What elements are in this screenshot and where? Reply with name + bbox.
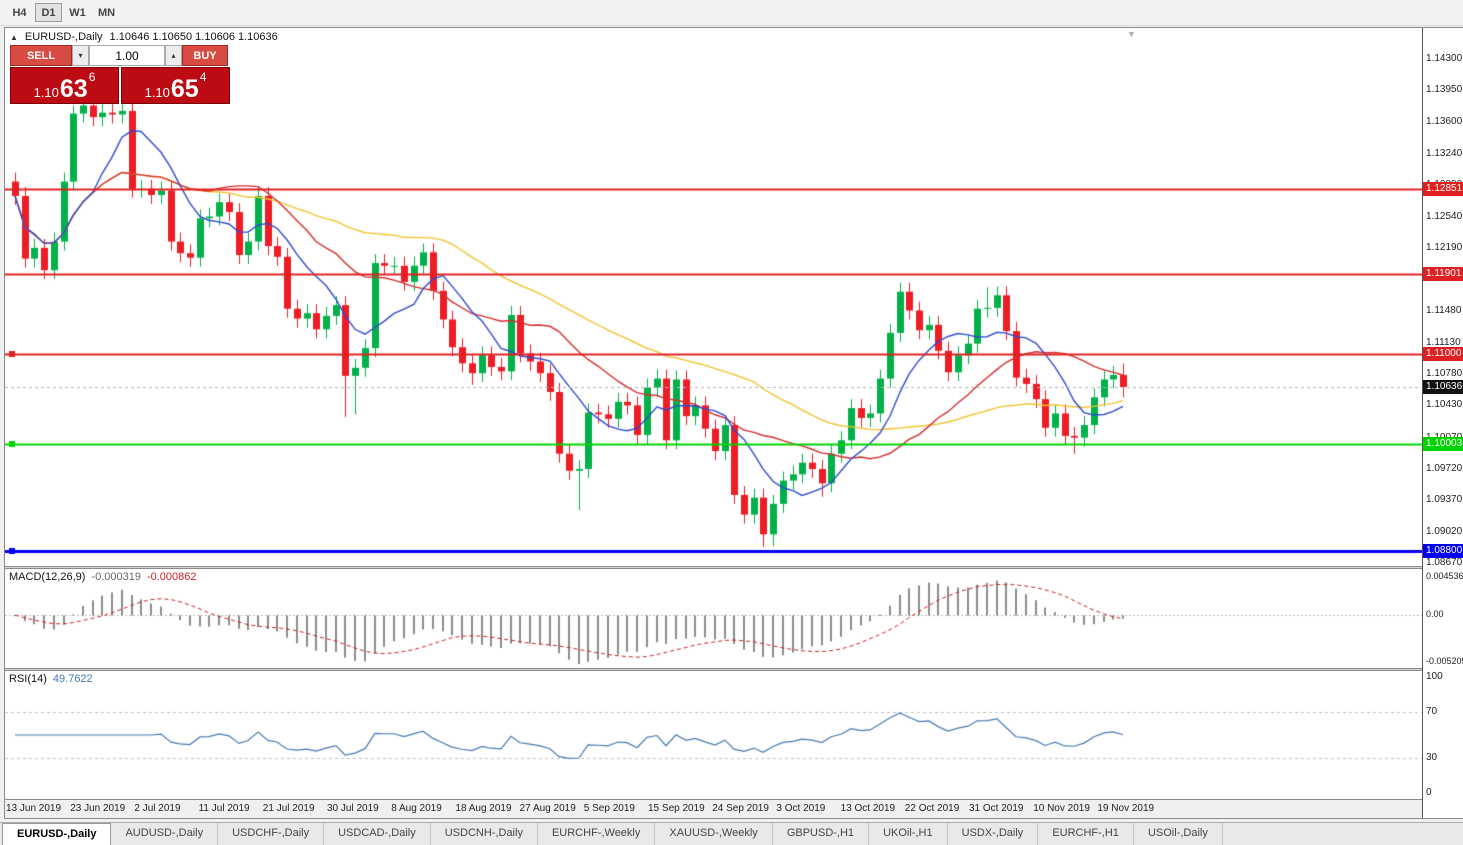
buy-price-display[interactable]: 1.10 65 4 (121, 67, 230, 104)
price-line-badge: 1.08800 (1423, 544, 1463, 559)
price-line-badge: 1.11901 (1423, 266, 1463, 281)
price-axis-label: 1.10780 (1426, 368, 1463, 380)
rsi-scale-label: 70 (1426, 705, 1438, 717)
lot-increase-button[interactable]: ▴ (165, 45, 182, 66)
pane-splitter[interactable] (5, 566, 1422, 569)
rsi-canvas[interactable] (5, 671, 1422, 799)
date-label: 13 Jun 2019 (6, 803, 62, 814)
price-axis[interactable]: 1.143001.139501.136001.132401.128901.125… (1422, 28, 1463, 818)
price-axis-label: 1.09720 (1426, 462, 1463, 474)
timeframe-h4-button[interactable]: H4 (6, 3, 33, 22)
date-label: 27 Aug 2019 (519, 803, 576, 814)
chart-tab[interactable]: USDCNH-,Daily (431, 823, 538, 845)
price-line-badge: 1.12851 (1423, 181, 1463, 196)
one-click-toggle-icon[interactable]: ▲ (10, 32, 18, 42)
date-label: 11 Jul 2019 (198, 803, 250, 814)
buy-price-base: 1.10 (144, 85, 170, 100)
price-axis-label: 1.10430 (1426, 399, 1463, 411)
chart-tab[interactable]: EURCHF-,H1 (1038, 823, 1134, 845)
date-label: 18 Aug 2019 (455, 803, 512, 814)
chart-tab[interactable]: XAUUSD-,Weekly (655, 823, 773, 845)
price-axis-label: 1.12540 (1426, 210, 1463, 222)
price-line-badge: 1.10003 (1423, 436, 1463, 451)
chart-title: ▲ EURUSD-,Daily 1.10646 1.10650 1.10606 … (10, 31, 278, 43)
price-axis-label: 1.11480 (1426, 305, 1462, 317)
price-line-badge: 1.11000 (1423, 347, 1463, 362)
date-label: 23 Jun 2019 (70, 803, 126, 814)
date-label: 21 Jul 2019 (262, 803, 315, 814)
main-chart-canvas[interactable] (5, 28, 1422, 566)
macd-scale-label: 0.0045361 (1426, 571, 1463, 581)
current-price-badge: 1.10636 (1423, 379, 1463, 394)
chart-tab[interactable]: USOil-,Daily (1134, 823, 1223, 845)
chart-tab[interactable]: USDCHF-,Daily (218, 823, 325, 845)
chart-tab[interactable]: EURUSD-,Daily (2, 823, 112, 845)
date-label: 22 Oct 2019 (904, 803, 960, 814)
timeframe-mn-button[interactable]: MN (93, 3, 120, 22)
macd-pane[interactable]: MACD(12,26,9) -0.000319 -0.000862 (5, 569, 1422, 668)
lot-size-input[interactable] (89, 45, 165, 66)
pane-splitter[interactable] (5, 668, 1422, 671)
chart-tab[interactable]: AUDUSD-,Daily (111, 823, 219, 845)
chart-tab[interactable]: EURCHF-,Weekly (538, 823, 656, 845)
rsi-scale-label: 30 (1426, 752, 1438, 764)
chart-ohlc-values: 1.10646 1.10650 1.10606 1.10636 (109, 31, 278, 43)
rsi-scale-label: 0 (1426, 787, 1432, 798)
sell-price-point: 6 (88, 70, 96, 84)
buy-price-point: 4 (199, 70, 207, 84)
price-axis-label: 1.08670 (1426, 556, 1463, 568)
date-label: 5 Sep 2019 (583, 803, 635, 814)
timeframe-d1-button[interactable]: D1 (35, 3, 62, 22)
chart-window: ▲ EURUSD-,Daily 1.10646 1.10650 1.10606 … (4, 27, 1463, 819)
date-label: 30 Jul 2019 (327, 803, 379, 814)
chart-tab-bar: EURUSD-,Daily AUDUSD-,Daily USDCHF-,Daily U… (0, 822, 1463, 845)
date-label: 19 Nov 2019 (1097, 803, 1155, 814)
sell-price-base: 1.10 (33, 85, 59, 100)
timeframe-w1-button[interactable]: W1 (64, 3, 91, 22)
price-axis-label: 1.14300 (1426, 52, 1463, 64)
price-axis-label: 1.13950 (1426, 84, 1463, 96)
sell-button[interactable]: SELL (10, 45, 72, 66)
main-chart-pane[interactable]: ▲ EURUSD-,Daily 1.10646 1.10650 1.10606 … (5, 28, 1422, 566)
price-axis-label: 1.09020 (1426, 525, 1463, 537)
price-axis-label: 1.13600 (1426, 115, 1463, 127)
sell-price-pips: 63 (59, 74, 88, 103)
date-axis[interactable]: 13 Jun 2019 23 Jun 2019 2 Jul 2019 11 Jul 2… (5, 799, 1422, 818)
macd-scale-label: -0.0052052 (1426, 656, 1463, 666)
order-type-dropdown[interactable]: ▾ (72, 45, 89, 66)
macd-canvas[interactable] (5, 569, 1422, 668)
buy-button[interactable]: BUY (182, 45, 228, 66)
price-axis-label: 1.13240 (1426, 147, 1463, 159)
date-label: 15 Sep 2019 (648, 803, 705, 814)
chart-shift-marker-icon: ▼ (1127, 29, 1136, 39)
rsi-pane[interactable]: RSI(14) 49.7622 (5, 671, 1422, 799)
date-label: 8 Aug 2019 (391, 803, 442, 814)
price-axis-label: 1.12190 (1426, 241, 1463, 253)
chart-tab[interactable]: UKOil-,H1 (869, 823, 948, 845)
buy-price-pips: 65 (170, 74, 199, 103)
sell-price-display[interactable]: 1.10 63 6 (10, 67, 119, 104)
date-label: 31 Oct 2019 (969, 803, 1024, 814)
date-label: 13 Oct 2019 (840, 803, 896, 814)
macd-label: MACD(12,26,9) -0.000319 -0.000862 (9, 571, 197, 583)
price-axis-label: 1.09370 (1426, 494, 1463, 506)
date-label: 24 Sep 2019 (712, 803, 769, 814)
date-label: 10 Nov 2019 (1033, 803, 1090, 814)
date-label: 2 Jul 2019 (134, 803, 181, 814)
macd-scale-label: 0.00 (1426, 609, 1444, 620)
chart-symbol-label: EURUSD-,Daily (24, 31, 103, 43)
price-axis-label: 1.11130 (1426, 336, 1461, 348)
timeframe-toolbar: H4 D1 W1 MN (0, 0, 1463, 26)
rsi-scale-label: 100 (1426, 671, 1443, 682)
date-label: 3 Oct 2019 (776, 803, 826, 814)
chart-tab[interactable]: GBPUSD-,H1 (773, 823, 870, 845)
chart-tab[interactable]: USDCAD-,Daily (324, 823, 431, 845)
rsi-label: RSI(14) 49.7622 (9, 673, 93, 685)
chart-tab[interactable]: USDX-,Daily (948, 823, 1039, 845)
